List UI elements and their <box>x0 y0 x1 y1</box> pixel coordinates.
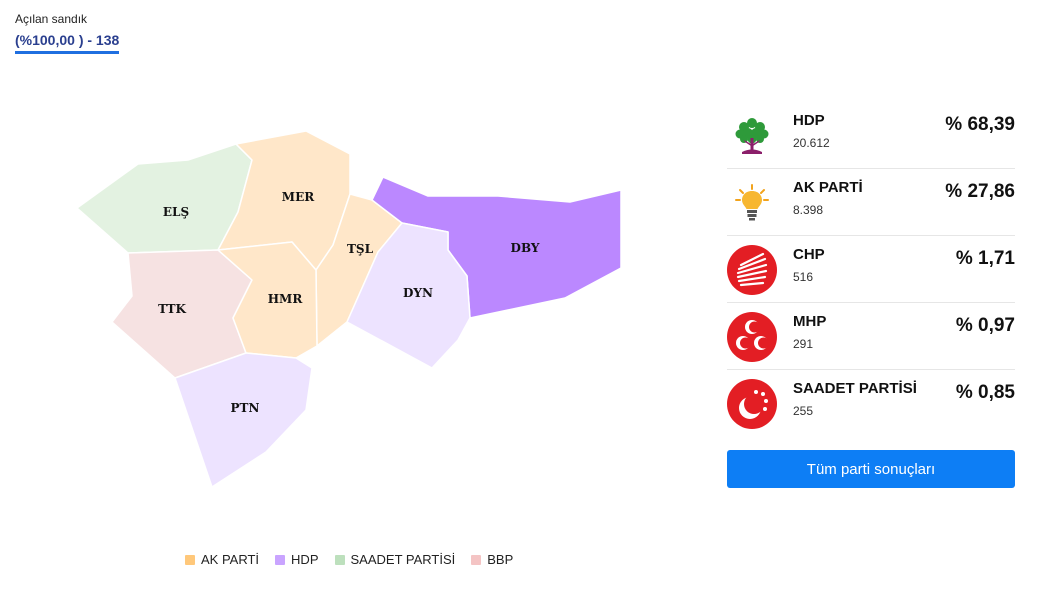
district-dyn[interactable] <box>346 222 471 369</box>
party-percentage: % 0,85 <box>955 382 1015 403</box>
legend-label: AK PARTİ <box>201 552 260 567</box>
legend-item-bbp[interactable]: BBP <box>471 552 513 567</box>
lightbulb-icon <box>727 178 777 228</box>
all-party-results-button[interactable]: Tüm parti sonuçları <box>727 450 1015 488</box>
tree-icon <box>727 111 777 161</box>
party-row-hdp[interactable]: HDP 20.612 % 68,39 <box>727 102 1015 169</box>
district-label-els: ELŞ <box>163 205 189 219</box>
party-name: CHP <box>793 246 825 263</box>
district-label-ttk: TTK <box>158 302 186 316</box>
legend-item-hdp[interactable]: HDP <box>275 552 319 567</box>
legend-swatch <box>334 554 345 565</box>
district-label-dyn: DYN <box>403 286 433 300</box>
party-percentage: % 27,86 <box>945 181 1015 202</box>
party-name: MHP <box>793 313 827 330</box>
party-name: AK PARTİ <box>793 179 863 196</box>
legend-label: SAADET PARTİSİ <box>350 552 456 567</box>
legend-swatch <box>275 554 286 565</box>
party-results: HDP 20.612 % 68,39 AK PARTİ 8.398 % 27,8… <box>727 102 1015 488</box>
legend-swatch <box>471 554 482 565</box>
crescent-stars-icon <box>727 379 777 429</box>
party-votes: 291 <box>793 337 814 351</box>
party-name: HDP <box>793 112 825 129</box>
opened-ballot-info: Açılan sandık (%100,00 ) - 138 <box>15 12 120 54</box>
district-label-tsl: TŞL <box>347 242 374 256</box>
party-votes: 20.612 <box>793 136 830 150</box>
district-label-ptn: PTN <box>231 401 260 415</box>
party-row-mhp[interactable]: MHP 291 % 0,97 <box>727 303 1015 370</box>
district-map-svg: ELŞ MER TŞL DBY TTK HMR DYN PTN <box>76 130 622 488</box>
legend-item-saadet[interactable]: SAADET PARTİSİ <box>334 552 456 567</box>
district-label-mer: MER <box>282 190 315 204</box>
party-votes: 8.398 <box>793 203 824 217</box>
district-label-hmr: HMR <box>268 292 304 306</box>
party-row-ak-parti[interactable]: AK PARTİ 8.398 % 27,86 <box>727 169 1015 236</box>
party-percentage: % 0,97 <box>955 315 1015 336</box>
legend-label: BBP <box>487 552 514 567</box>
six-arrows-icon <box>727 245 777 295</box>
party-percentage: % 1,71 <box>955 248 1015 269</box>
party-votes: 516 <box>793 270 814 284</box>
opened-ballot-label: Açılan sandık <box>15 12 88 26</box>
district-ptn[interactable] <box>174 352 313 488</box>
map-legend: AK PARTİ HDP SAADET PARTİSİ BBP <box>185 552 513 567</box>
legend-label: HDP <box>291 552 319 567</box>
three-crescents-icon <box>727 312 777 362</box>
party-percentage: % 68,39 <box>945 114 1015 135</box>
party-row-chp[interactable]: CHP 516 % 1,71 <box>727 236 1015 303</box>
party-name: SAADET PARTİSİ <box>793 380 917 397</box>
legend-item-ak-parti[interactable]: AK PARTİ <box>185 552 259 567</box>
party-votes: 255 <box>793 404 814 418</box>
party-row-saadet[interactable]: SAADET PARTİSİ 255 % 0,85 <box>727 370 1015 436</box>
legend-swatch <box>185 554 195 565</box>
district-label-dby: DBY <box>511 241 540 255</box>
district-map: ELŞ MER TŞL DBY TTK HMR DYN PTN <box>60 120 640 500</box>
opened-ballot-value: (%100,00 ) - 138 <box>15 32 120 54</box>
